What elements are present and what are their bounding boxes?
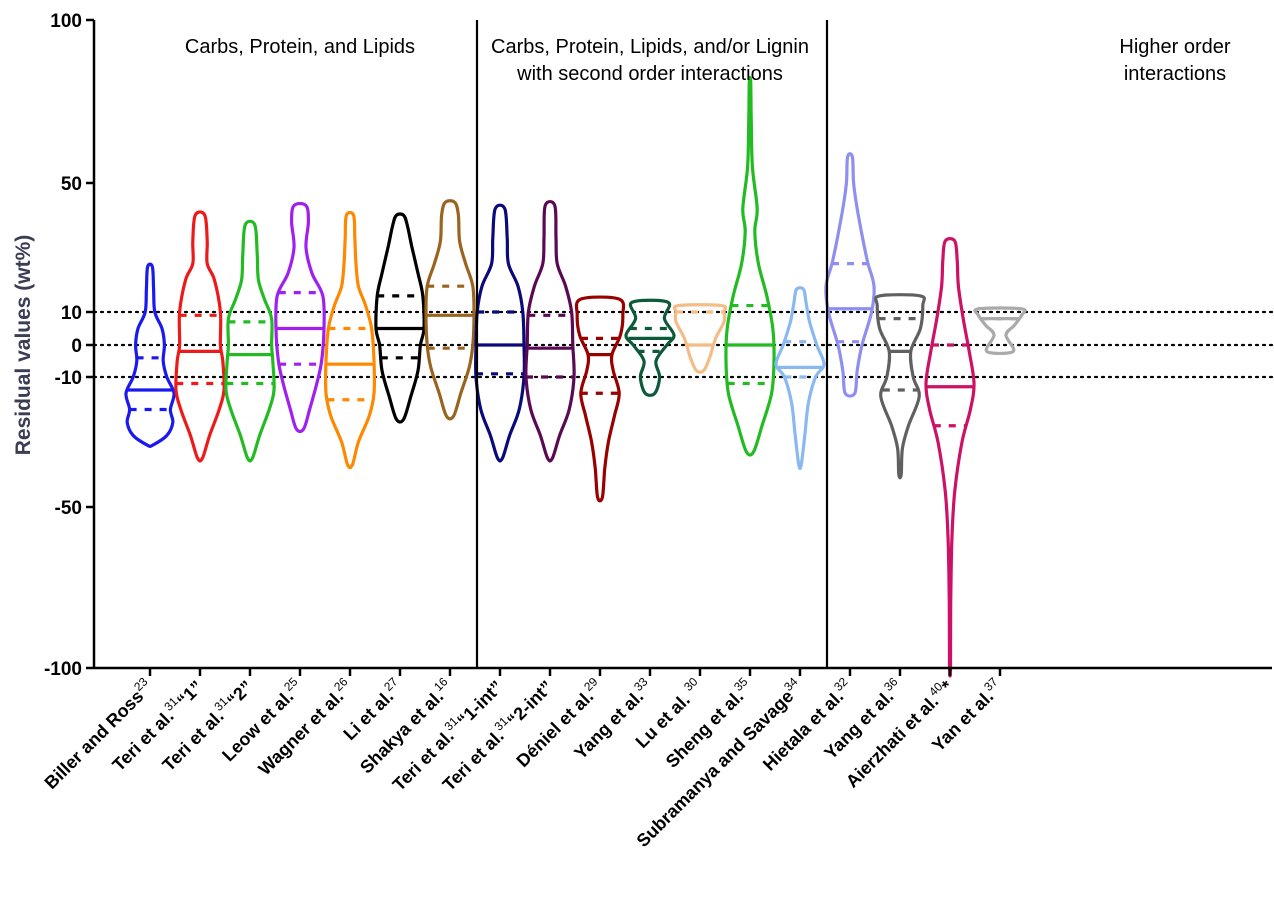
violin-10 <box>624 298 676 397</box>
group-title: Carbs, Protein, and Lipids <box>185 36 415 58</box>
violin-9 <box>574 295 626 503</box>
violin-1 <box>174 210 226 463</box>
y-tick-label: 0 <box>71 336 82 357</box>
violin-3 <box>274 201 326 434</box>
violin-7 <box>473 203 527 463</box>
y-tick-label: -100 <box>44 659 82 680</box>
violin-outline <box>672 303 728 374</box>
violin-outline <box>524 199 576 463</box>
violin-outline <box>824 152 876 398</box>
y-tick-label: 100 <box>50 11 82 32</box>
violin-outline <box>424 199 476 421</box>
violin-6 <box>424 199 476 421</box>
violin-16 <box>924 237 976 678</box>
violin-15 <box>874 293 926 480</box>
violin-8 <box>524 199 576 463</box>
violin-17 <box>973 306 1027 356</box>
violin-2 <box>224 219 276 463</box>
violin-outline <box>224 219 276 463</box>
group-title: interactions <box>1124 63 1226 85</box>
violin-outline <box>574 295 626 503</box>
violin-outline <box>323 210 377 470</box>
y-tick-label: -10 <box>55 368 82 389</box>
violin-outline <box>924 237 976 678</box>
group-titles: Carbs, Protein, and Lipids Carbs, Protein… <box>185 20 1231 668</box>
violin-0 <box>124 262 176 449</box>
violin-outline <box>274 201 326 434</box>
violin-outline <box>724 75 776 457</box>
violin-4 <box>323 210 377 470</box>
violin-outline <box>624 298 676 397</box>
violin-outline <box>874 293 926 480</box>
y-tick-label: -50 <box>55 498 82 519</box>
group-title: Carbs, Protein, Lipids, and/or Lignin <box>491 36 809 58</box>
violin-14 <box>824 152 876 398</box>
violin-outline <box>374 212 426 424</box>
violin-outline <box>973 306 1027 356</box>
y-axis-title: Residual values (wt%) <box>12 235 35 456</box>
violin-11 <box>672 303 728 374</box>
group-title: Higher order <box>1119 36 1231 58</box>
violin-5 <box>374 212 426 424</box>
violin-outline <box>473 203 527 463</box>
y-tick-label: 50 <box>61 174 82 195</box>
violin-13 <box>774 286 826 471</box>
violin-12 <box>724 75 776 457</box>
violins <box>124 75 1027 678</box>
violin-outline <box>124 262 176 449</box>
violin-outline <box>774 286 826 471</box>
violin-outline <box>174 210 226 463</box>
y-tick-label: 10 <box>61 303 82 324</box>
group-title: with second order interactions <box>516 63 783 85</box>
